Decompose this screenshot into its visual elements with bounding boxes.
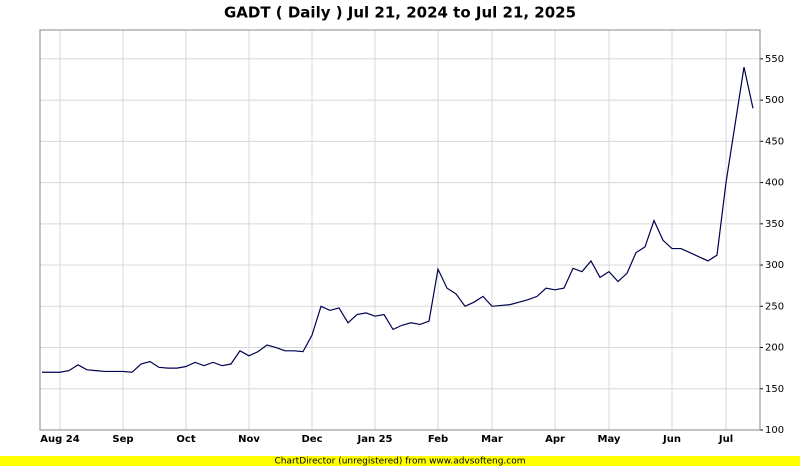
- chart-title: GADT ( Daily ) Jul 21, 2024 to Jul 21, 2…: [224, 4, 576, 22]
- x-tick-label: Feb: [428, 434, 448, 445]
- x-tick-label: Jun: [662, 434, 681, 445]
- y-tick-label: 150: [765, 384, 784, 395]
- x-tick-label: Apr: [545, 434, 565, 445]
- x-tick-label: Aug 24: [40, 434, 79, 445]
- x-tick-label: Jul: [718, 434, 733, 445]
- y-tick-label: 350: [765, 219, 784, 230]
- y-tick-label: 300: [765, 260, 784, 271]
- x-tick-label: Jan 25: [357, 434, 393, 445]
- y-tick-label: 100: [765, 425, 784, 436]
- price-line: [42, 66, 754, 373]
- y-tick-label: 400: [765, 178, 784, 189]
- x-tick-label: Dec: [301, 434, 322, 445]
- footer: ChartDirector (unregistered) from www.ad…: [274, 457, 525, 466]
- x-tick-label: Sep: [112, 434, 133, 445]
- y-tick-label: 450: [765, 136, 784, 147]
- y-tick-label: 500: [765, 95, 784, 106]
- x-tick-label: Nov: [238, 434, 260, 445]
- x-tick-label: Mar: [481, 434, 503, 445]
- y-tick-label: 200: [765, 343, 784, 354]
- y-tick-label: 250: [765, 301, 784, 312]
- footer-bar: [0, 456, 800, 466]
- plot-border: [39, 29, 761, 431]
- y-tick-label: 550: [765, 54, 784, 65]
- x-tick-label: May: [598, 434, 621, 445]
- x-tick-label: Oct: [176, 434, 195, 445]
